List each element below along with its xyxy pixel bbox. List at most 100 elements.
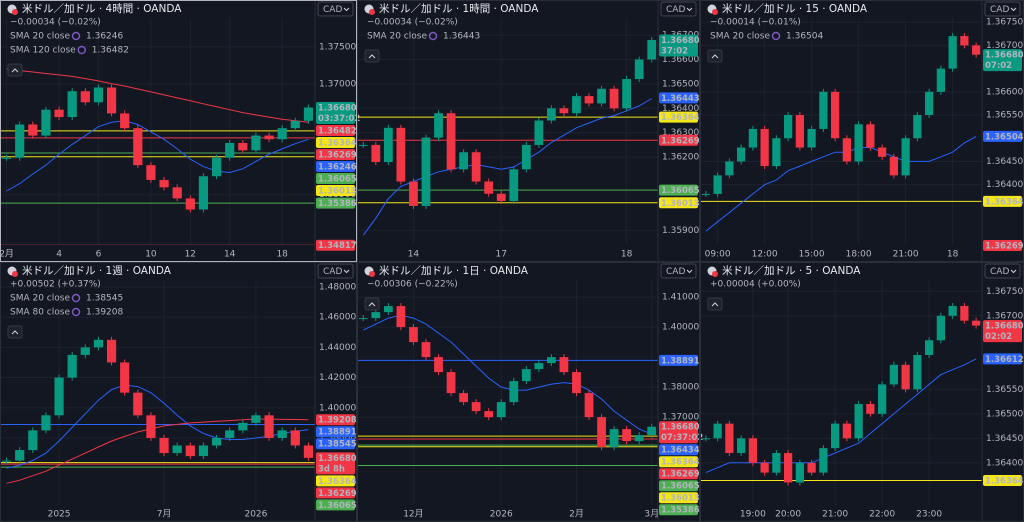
- candle: [106, 87, 117, 114]
- y-tick-label: 1.36200: [662, 153, 699, 163]
- y-tick-label: 1.44000: [319, 343, 356, 353]
- currency-box[interactable]: [317, 1, 354, 17]
- price-tag-label: 1.36246: [318, 162, 357, 172]
- x-tick-label: 18:00: [846, 250, 872, 260]
- price-tag-label: 1.36269: [661, 470, 700, 480]
- x-tick-label: 2025: [48, 510, 71, 520]
- price-tag-label: 1.38891: [318, 428, 357, 438]
- price-tag-label: 1.35386: [661, 506, 700, 516]
- x-tick-label: 22:00: [869, 510, 895, 520]
- currency-box[interactable]: [317, 263, 354, 279]
- candle: [559, 108, 569, 114]
- candle: [421, 137, 431, 206]
- price-tag-label: 1.36504: [985, 132, 1024, 142]
- candle: [28, 430, 38, 451]
- candle: [459, 393, 468, 403]
- candle: [185, 198, 195, 210]
- candle: [784, 115, 793, 139]
- candle: [15, 450, 25, 461]
- candle: [120, 113, 130, 129]
- candle: [713, 175, 722, 194]
- indicator-value: 1.39208: [86, 308, 123, 318]
- candle: [67, 354, 77, 378]
- collapse-icon: [368, 54, 376, 59]
- x-tick-label: 2月: [569, 509, 584, 520]
- currency-box[interactable]: [660, 1, 697, 17]
- y-tick-label: 1.36300: [662, 128, 699, 138]
- price-change: −0.00034 (−0.02%): [367, 18, 458, 28]
- price-tag: [659, 34, 698, 57]
- collapse-button[interactable]: [7, 325, 23, 339]
- symbol-icon: [712, 9, 718, 15]
- candle: [901, 138, 910, 176]
- candle: [842, 138, 851, 162]
- candle: [936, 315, 945, 341]
- chart-panel: 1.480001.460001.440001.420001.400001.380…: [0, 262, 357, 522]
- currency-caret: [686, 269, 693, 274]
- candle: [647, 426, 657, 436]
- candle: [383, 127, 393, 163]
- candle: [948, 36, 957, 69]
- candle: [264, 135, 274, 140]
- price-tag: [659, 111, 698, 123]
- chart-title: 米ドル／加ドル · 1週 · OANDA: [22, 264, 172, 277]
- indicator-value: 1.36443: [443, 32, 480, 42]
- y-tick-label: 1.46000: [319, 313, 356, 323]
- currency-box[interactable]: [984, 263, 1021, 279]
- price-tag: [659, 504, 698, 516]
- price-tag: [983, 320, 1022, 343]
- y-tick-label: 1.37500: [319, 42, 356, 52]
- symbol-icon: [712, 271, 718, 277]
- candle: [54, 109, 64, 118]
- candle: [509, 381, 519, 403]
- candle: [936, 68, 945, 92]
- price-tag: [316, 136, 355, 148]
- price-tag-label: 1.36680: [985, 322, 1024, 332]
- candle: [521, 369, 531, 382]
- price-change: −0.00306 (−0.22%): [367, 280, 458, 290]
- candle: [396, 306, 406, 328]
- currency-label: CAD: [323, 267, 342, 277]
- collapse-button[interactable]: [364, 297, 380, 311]
- price-tag: [983, 49, 1022, 72]
- candle: [772, 138, 781, 167]
- indicator-icon: [71, 31, 81, 41]
- y-tick-label: 1.36400: [986, 458, 1023, 468]
- collapse-button[interactable]: [707, 49, 723, 63]
- candle: [172, 445, 182, 454]
- price-tag: [659, 354, 698, 366]
- price-tag-label: 1.36065: [318, 174, 357, 184]
- candle: [622, 79, 632, 109]
- candle: [484, 181, 494, 194]
- candle: [496, 402, 506, 418]
- x-tick-label: 3月: [644, 509, 659, 520]
- y-tick-label: 1.38000: [662, 383, 699, 393]
- candle: [225, 142, 235, 158]
- currency-box[interactable]: [984, 1, 1021, 17]
- candle: [172, 187, 182, 199]
- candle: [913, 355, 922, 390]
- price-tag-label: 1.36364: [985, 476, 1024, 486]
- collapse-button[interactable]: [707, 297, 723, 311]
- candle: [889, 156, 898, 176]
- price-tag: [659, 468, 698, 480]
- candle: [878, 147, 887, 157]
- collapse-button[interactable]: [7, 63, 23, 77]
- y-tick-label: 1.41000: [662, 293, 699, 303]
- indicator-icon: [71, 307, 81, 317]
- indicator-icon: [428, 31, 438, 41]
- candle: [211, 157, 222, 177]
- candle: [948, 305, 957, 316]
- candle: [737, 147, 746, 162]
- y-tick-label: 1.40000: [662, 323, 699, 333]
- candle: [760, 462, 769, 473]
- candle: [146, 415, 156, 438]
- candle: [106, 339, 117, 363]
- x-tick-label: 18: [276, 250, 288, 260]
- price-tag-label: 1.36680: [318, 103, 357, 113]
- candle: [725, 161, 734, 176]
- collapse-button[interactable]: [364, 49, 380, 63]
- currency-box[interactable]: [660, 263, 697, 279]
- price-tag-label: 1.36443: [661, 94, 700, 104]
- price-tag: [659, 480, 698, 492]
